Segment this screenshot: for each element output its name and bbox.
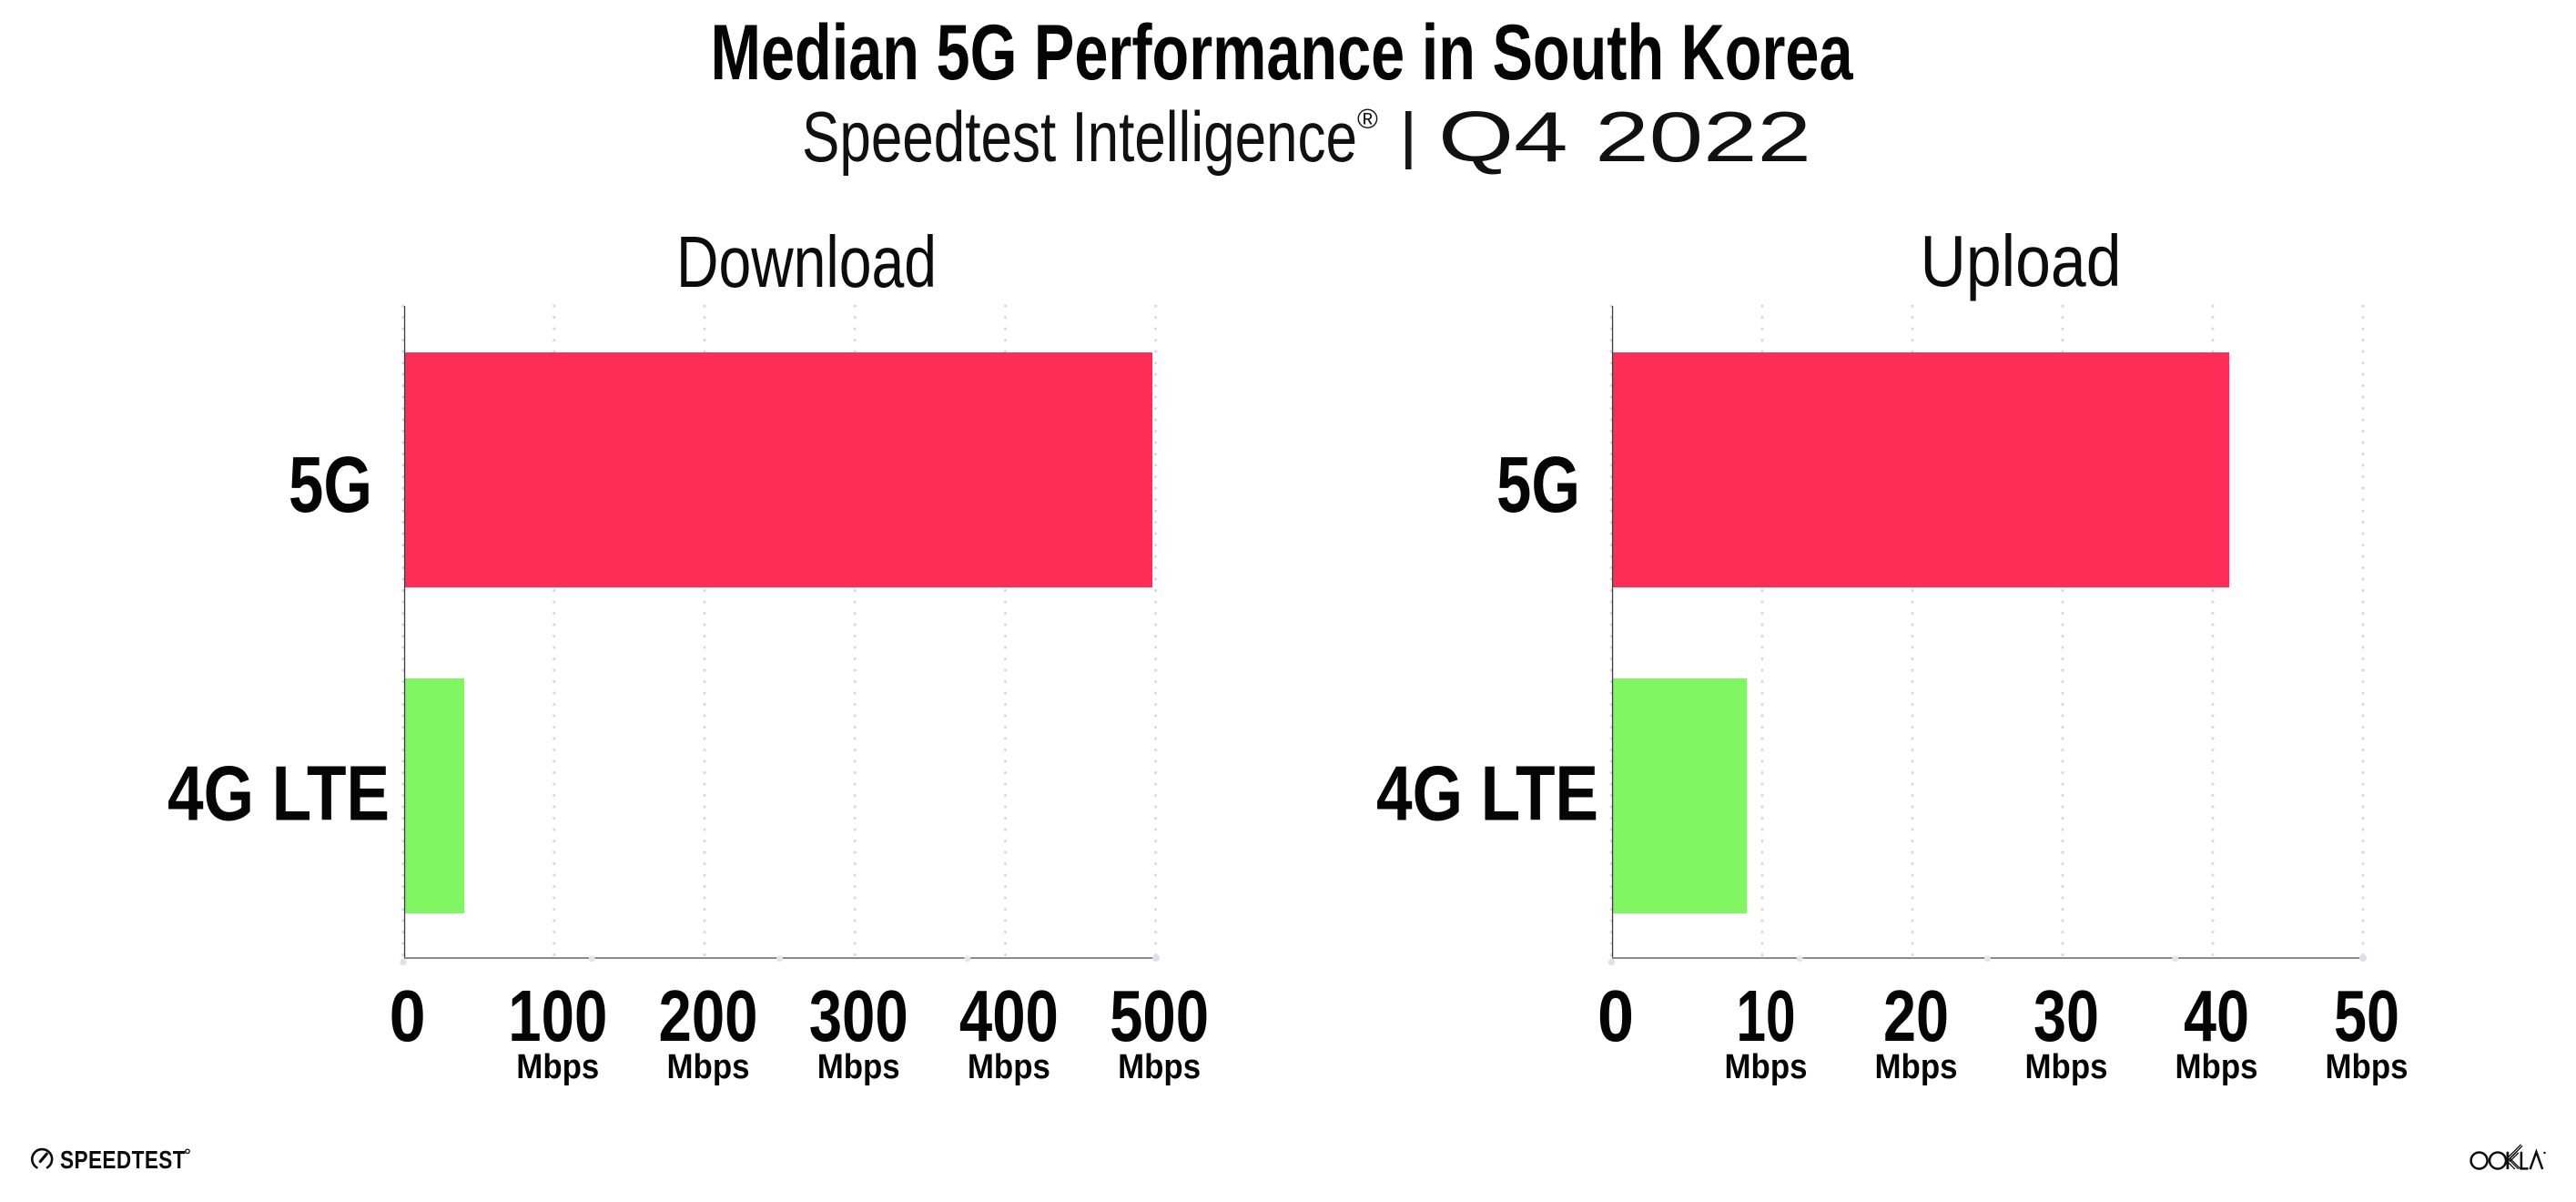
- svg-text:Median 5G Performance in South: Median 5G Performance in South Korea: [711, 9, 1854, 97]
- svg-text:®: ®: [1357, 103, 1378, 135]
- svg-text:Mbps: Mbps: [516, 1047, 599, 1086]
- svg-text:Mbps: Mbps: [2326, 1047, 2409, 1086]
- svg-text:20: 20: [1883, 975, 1949, 1056]
- svg-text:0: 0: [390, 975, 426, 1056]
- svg-text:0: 0: [1597, 975, 1634, 1056]
- svg-text:4G LTE: 4G LTE: [1376, 751, 1598, 838]
- svg-text:10: 10: [1737, 975, 1796, 1056]
- svg-text:Mbps: Mbps: [1725, 1047, 1808, 1086]
- svg-text:5G: 5G: [289, 441, 372, 529]
- svg-text:50: 50: [2334, 975, 2399, 1056]
- svg-text:4G LTE: 4G LTE: [167, 751, 390, 838]
- svg-text:200: 200: [659, 975, 758, 1056]
- svg-text:Speedtest Intelligence: Speedtest Intelligence: [802, 97, 1357, 177]
- svg-text:300: 300: [809, 975, 908, 1056]
- svg-text:Mbps: Mbps: [2175, 1047, 2258, 1086]
- svg-text:Mbps: Mbps: [667, 1047, 750, 1086]
- svg-text:Mbps: Mbps: [817, 1047, 900, 1086]
- svg-text:30: 30: [2033, 975, 2099, 1056]
- svg-text:Mbps: Mbps: [1118, 1047, 1201, 1086]
- svg-text:Download: Download: [676, 221, 937, 302]
- svg-text:SPEEDTEST: SPEEDTEST: [60, 1146, 186, 1174]
- svg-text:Upload: Upload: [1921, 220, 2122, 301]
- svg-text:Mbps: Mbps: [2025, 1047, 2108, 1086]
- svg-text:5G: 5G: [1496, 441, 1580, 529]
- svg-text:40: 40: [2184, 975, 2249, 1056]
- svg-text:Mbps: Mbps: [968, 1047, 1050, 1086]
- svg-text:400: 400: [959, 975, 1059, 1056]
- svg-text:Mbps: Mbps: [1875, 1047, 1958, 1086]
- svg-text:500: 500: [1110, 975, 1209, 1056]
- svg-text:100: 100: [508, 975, 607, 1056]
- svg-text:Q4 2022: Q4 2022: [1438, 97, 1811, 177]
